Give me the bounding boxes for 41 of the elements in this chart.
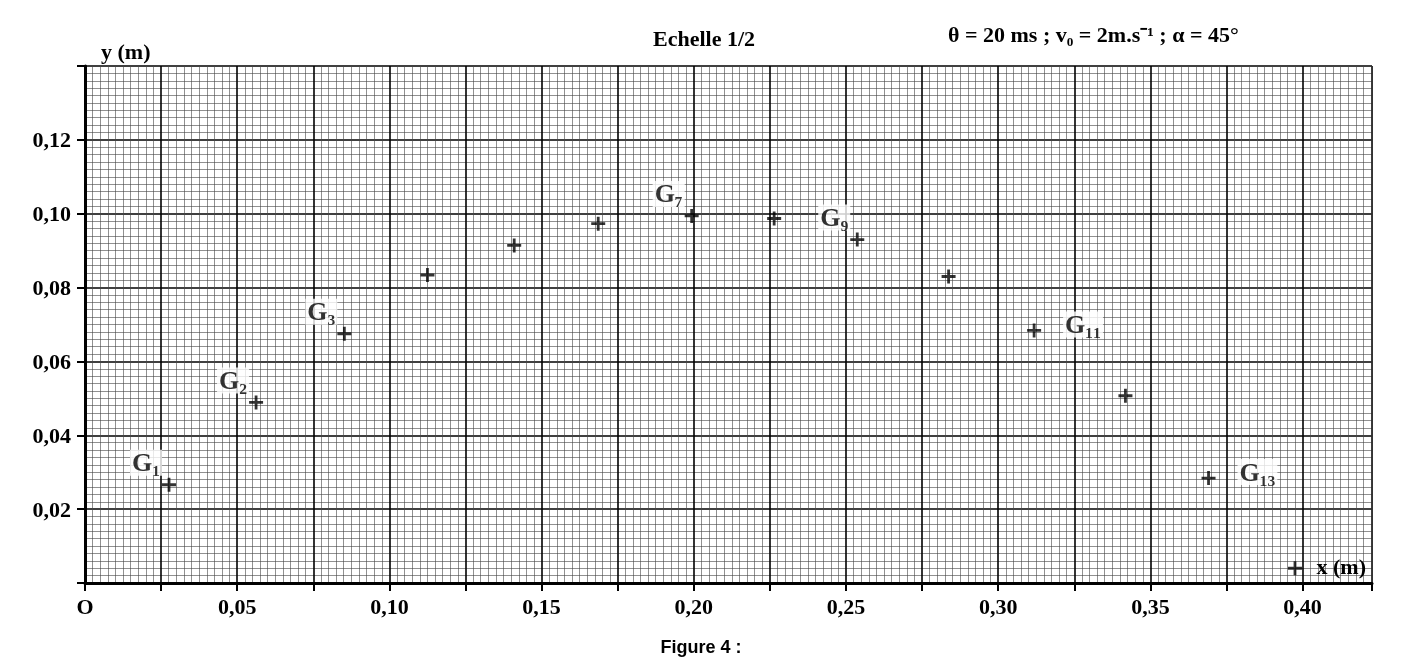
point (249, 395, 264, 410)
point (162, 477, 177, 492)
y-tick-label: 0,04 (32, 422, 71, 448)
y-tick-label: 0,10 (32, 201, 71, 227)
annotation: G₂ (219, 365, 248, 395)
point (337, 326, 352, 341)
y-tick-label: 0,08 (32, 275, 71, 301)
chart-title: Echelle 1/2 (653, 25, 756, 51)
x-tick-label: 0,15 (522, 593, 561, 619)
annotation: G₁₃ (1239, 457, 1276, 487)
x-axis-title: x (m) (1316, 553, 1366, 579)
y-tick-label: 0,12 (32, 127, 71, 153)
x-tick-label: 0,10 (370, 593, 409, 619)
x-tick-label: O (76, 593, 94, 619)
annotation: G₃ (307, 297, 336, 327)
point (420, 268, 435, 283)
point (850, 232, 865, 247)
x-tick-label: 0,35 (1131, 593, 1170, 619)
point (1118, 388, 1133, 403)
y-tick-label: 0,06 (32, 348, 71, 374)
x-tick-label: 0,20 (674, 593, 714, 619)
point (1027, 323, 1042, 338)
x-tick-label: 0,05 (217, 593, 257, 619)
point (507, 238, 522, 253)
annotation: G₇ (654, 179, 683, 209)
y-tick-label: 0,02 (32, 496, 71, 522)
point (591, 216, 606, 231)
annotation: G₁₁ (1065, 309, 1101, 339)
x-tick-label: 0,30 (978, 593, 1018, 619)
annotation: G₁ (131, 448, 161, 478)
annotation: G₉ (820, 203, 849, 233)
point (1201, 471, 1216, 486)
point (1287, 561, 1302, 576)
chart-subtitle: θ = 20 ms ; v₀ = 2m.s⁻¹ ; α = 45° (948, 21, 1239, 47)
point (767, 211, 782, 226)
point (941, 269, 956, 284)
caption: Figure 4 : (660, 637, 742, 657)
y-axis-title: y (m) (101, 38, 151, 64)
point (684, 208, 699, 223)
x-tick-label: 0,25 (826, 593, 866, 619)
x-tick-label: 0,40 (1283, 593, 1322, 619)
